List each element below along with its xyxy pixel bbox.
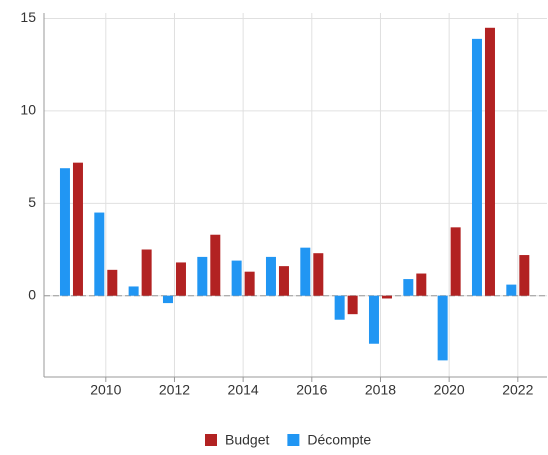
bar bbox=[347, 295, 358, 315]
bar bbox=[484, 27, 495, 296]
bar bbox=[59, 168, 70, 296]
bar bbox=[175, 262, 186, 296]
legend-label: Budget bbox=[225, 432, 269, 448]
bar bbox=[94, 212, 105, 296]
bar bbox=[313, 253, 324, 296]
x-tick-label: 2010 bbox=[90, 382, 121, 398]
y-tick-label: 10 bbox=[20, 102, 36, 118]
bar bbox=[265, 256, 276, 296]
bar bbox=[403, 279, 414, 296]
bar bbox=[244, 271, 255, 296]
legend-label: Décompte bbox=[307, 432, 371, 448]
bar bbox=[471, 38, 482, 296]
bar bbox=[506, 284, 517, 296]
bar bbox=[278, 266, 289, 296]
y-tick-label: 0 bbox=[28, 286, 36, 302]
bar bbox=[437, 295, 448, 361]
legend-swatch bbox=[287, 434, 300, 446]
bar bbox=[231, 260, 242, 296]
bar bbox=[381, 295, 392, 299]
y-tick-label: 5 bbox=[28, 194, 36, 210]
bar bbox=[107, 269, 118, 296]
y-tick-label: 15 bbox=[20, 9, 36, 25]
bar bbox=[334, 295, 345, 320]
x-tick-label: 2020 bbox=[434, 382, 465, 398]
bar bbox=[197, 256, 208, 296]
x-tick-label: 2014 bbox=[228, 382, 259, 398]
bar bbox=[368, 295, 379, 344]
x-tick-label: 2018 bbox=[365, 382, 396, 398]
bar bbox=[128, 286, 139, 296]
bar bbox=[72, 162, 83, 296]
bar bbox=[141, 249, 152, 296]
bar bbox=[450, 227, 461, 296]
bar bbox=[162, 295, 173, 304]
x-tick-label: 2022 bbox=[502, 382, 533, 398]
x-tick-label: 2012 bbox=[159, 382, 190, 398]
x-tick-label: 2016 bbox=[296, 382, 327, 398]
bar bbox=[210, 234, 221, 296]
legend-swatch bbox=[205, 434, 217, 446]
bar bbox=[519, 255, 530, 296]
bar bbox=[300, 247, 311, 296]
bar bbox=[416, 273, 427, 296]
